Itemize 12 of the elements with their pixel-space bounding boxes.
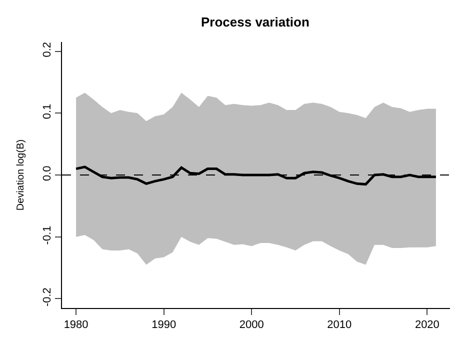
y-tick-label: -0.2 <box>42 288 54 307</box>
x-tick-label: 2020 <box>414 319 440 332</box>
chart-title: Process variation <box>201 14 310 30</box>
y-tick-label: -0.1 <box>42 226 54 245</box>
x-tick-label: 1990 <box>152 319 176 332</box>
y-tick-label: 0.2 <box>42 42 54 58</box>
y-tick-label: 0.1 <box>42 104 54 120</box>
x-tick-label: 1980 <box>64 319 88 332</box>
y-axis-title: Deviation log(B) <box>16 139 27 211</box>
y-tick-label: 0.0 <box>42 166 54 181</box>
x-tick-label: 2000 <box>239 319 264 332</box>
x-tick-label: 2010 <box>327 319 352 332</box>
